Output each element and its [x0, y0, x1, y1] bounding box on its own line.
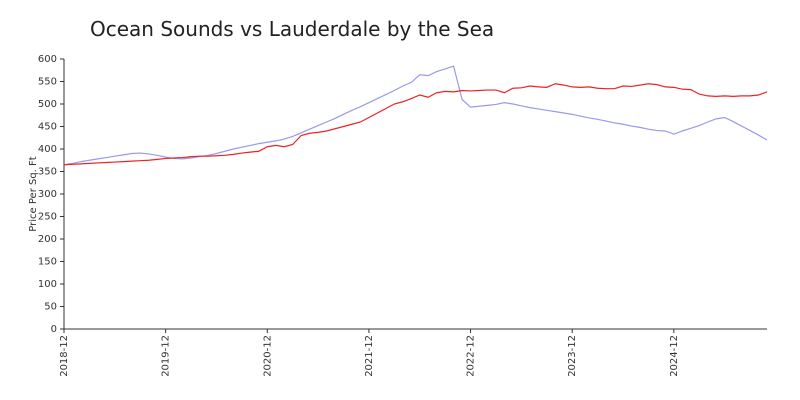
chart-title: Ocean Sounds vs Lauderdale by the Sea [90, 17, 494, 41]
x-tick-label: 2021-12 [364, 335, 375, 377]
y-axis-label: Price Per Sq. Ft [28, 156, 39, 231]
x-tick-label: 2019-12 [161, 335, 172, 377]
series-line [63, 65, 768, 166]
series-line [63, 83, 768, 166]
y-tick-label: 550 [38, 77, 57, 88]
y-tick-label: 450 [38, 122, 57, 133]
y-tick-label: 600 [38, 54, 57, 65]
x-tick-label: 2018-12 [59, 335, 70, 377]
x-tick-label: 2020-12 [262, 335, 273, 377]
y-tick-label: 300 [38, 189, 57, 200]
y-tick-label: 0 [51, 324, 57, 335]
y-tick-label: 50 [44, 302, 57, 313]
x-tick-label: 2022-12 [466, 335, 477, 377]
y-tick-label: 400 [38, 144, 57, 155]
y-tick-label: 200 [38, 234, 57, 245]
y-tick-label: 500 [38, 99, 57, 110]
x-tick-label: 2023-12 [567, 335, 578, 377]
y-tick-label: 150 [38, 257, 57, 268]
y-tick-label: 100 [38, 279, 57, 290]
x-tick-label: 2024-12 [669, 335, 680, 377]
y-tick-label: 250 [38, 212, 57, 223]
y-tick-label: 350 [38, 167, 57, 178]
